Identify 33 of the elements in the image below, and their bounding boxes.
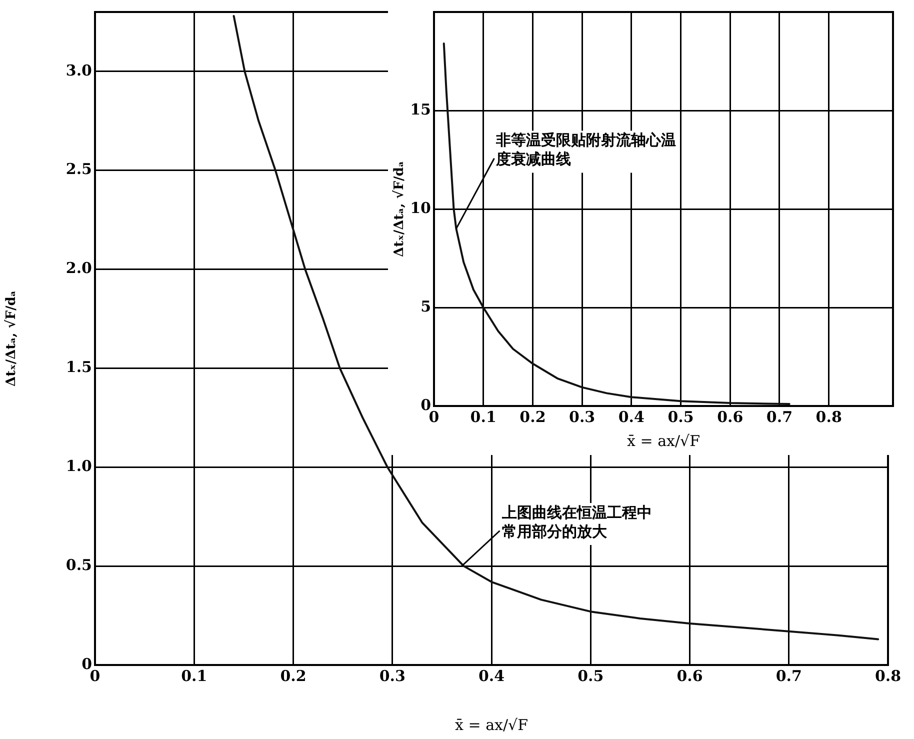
x-tick-label: 0.1	[181, 666, 208, 685]
y-tick-label: 2.0	[66, 259, 92, 278]
annotation: 非等温受限贴附射流轴心温度衰减曲线	[495, 131, 676, 168]
x-tick-label: 0.4	[478, 666, 505, 685]
y-axis-title: Δtₓ/Δtₐ, √F/dₐ	[4, 290, 20, 386]
y-tick-label: 2.5	[66, 160, 92, 178]
x-axis-title: x̄ = ax/√F	[627, 432, 700, 450]
y-tick-label: 1.5	[66, 358, 92, 376]
y-tick-label: 0	[82, 654, 92, 673]
y-tick-label: 3.0	[66, 61, 92, 80]
x-tick-label: 0.2	[520, 408, 546, 426]
x-tick-label: 0.6	[676, 666, 703, 685]
y-axis-title: Δtₓ/Δtₐ, √F/dₐ	[392, 161, 408, 257]
annotation: 上图曲线在恒温工程中常用部分的放大	[500, 503, 652, 540]
x-tick-label: 0.7	[766, 408, 793, 426]
x-tick-label: 0.6	[717, 408, 744, 426]
x-tick-label: 0.8	[874, 666, 902, 685]
x-tick-label: 0.4	[618, 408, 644, 426]
y-tick-label: 15	[410, 100, 431, 118]
y-tick-label: 0	[420, 396, 431, 414]
x-tick-label: 0.5	[578, 666, 604, 685]
x-tick-label: 0.2	[280, 666, 306, 685]
x-tick-label: 0.5	[668, 408, 694, 426]
y-tick-label: 10	[410, 198, 431, 217]
x-tick-label: 0.1	[470, 408, 496, 426]
y-tick-label: 0.5	[66, 556, 92, 574]
y-tick-label: 1.0	[66, 457, 92, 476]
x-axis-title: x̄ = ax/√F	[455, 716, 528, 734]
x-tick-label: 0.7	[776, 666, 802, 685]
x-tick-label: 0.3	[379, 666, 406, 685]
x-tick-label: 0.3	[569, 408, 596, 426]
y-tick-label: 5	[420, 297, 431, 316]
x-tick-label: 0.8	[816, 408, 842, 426]
